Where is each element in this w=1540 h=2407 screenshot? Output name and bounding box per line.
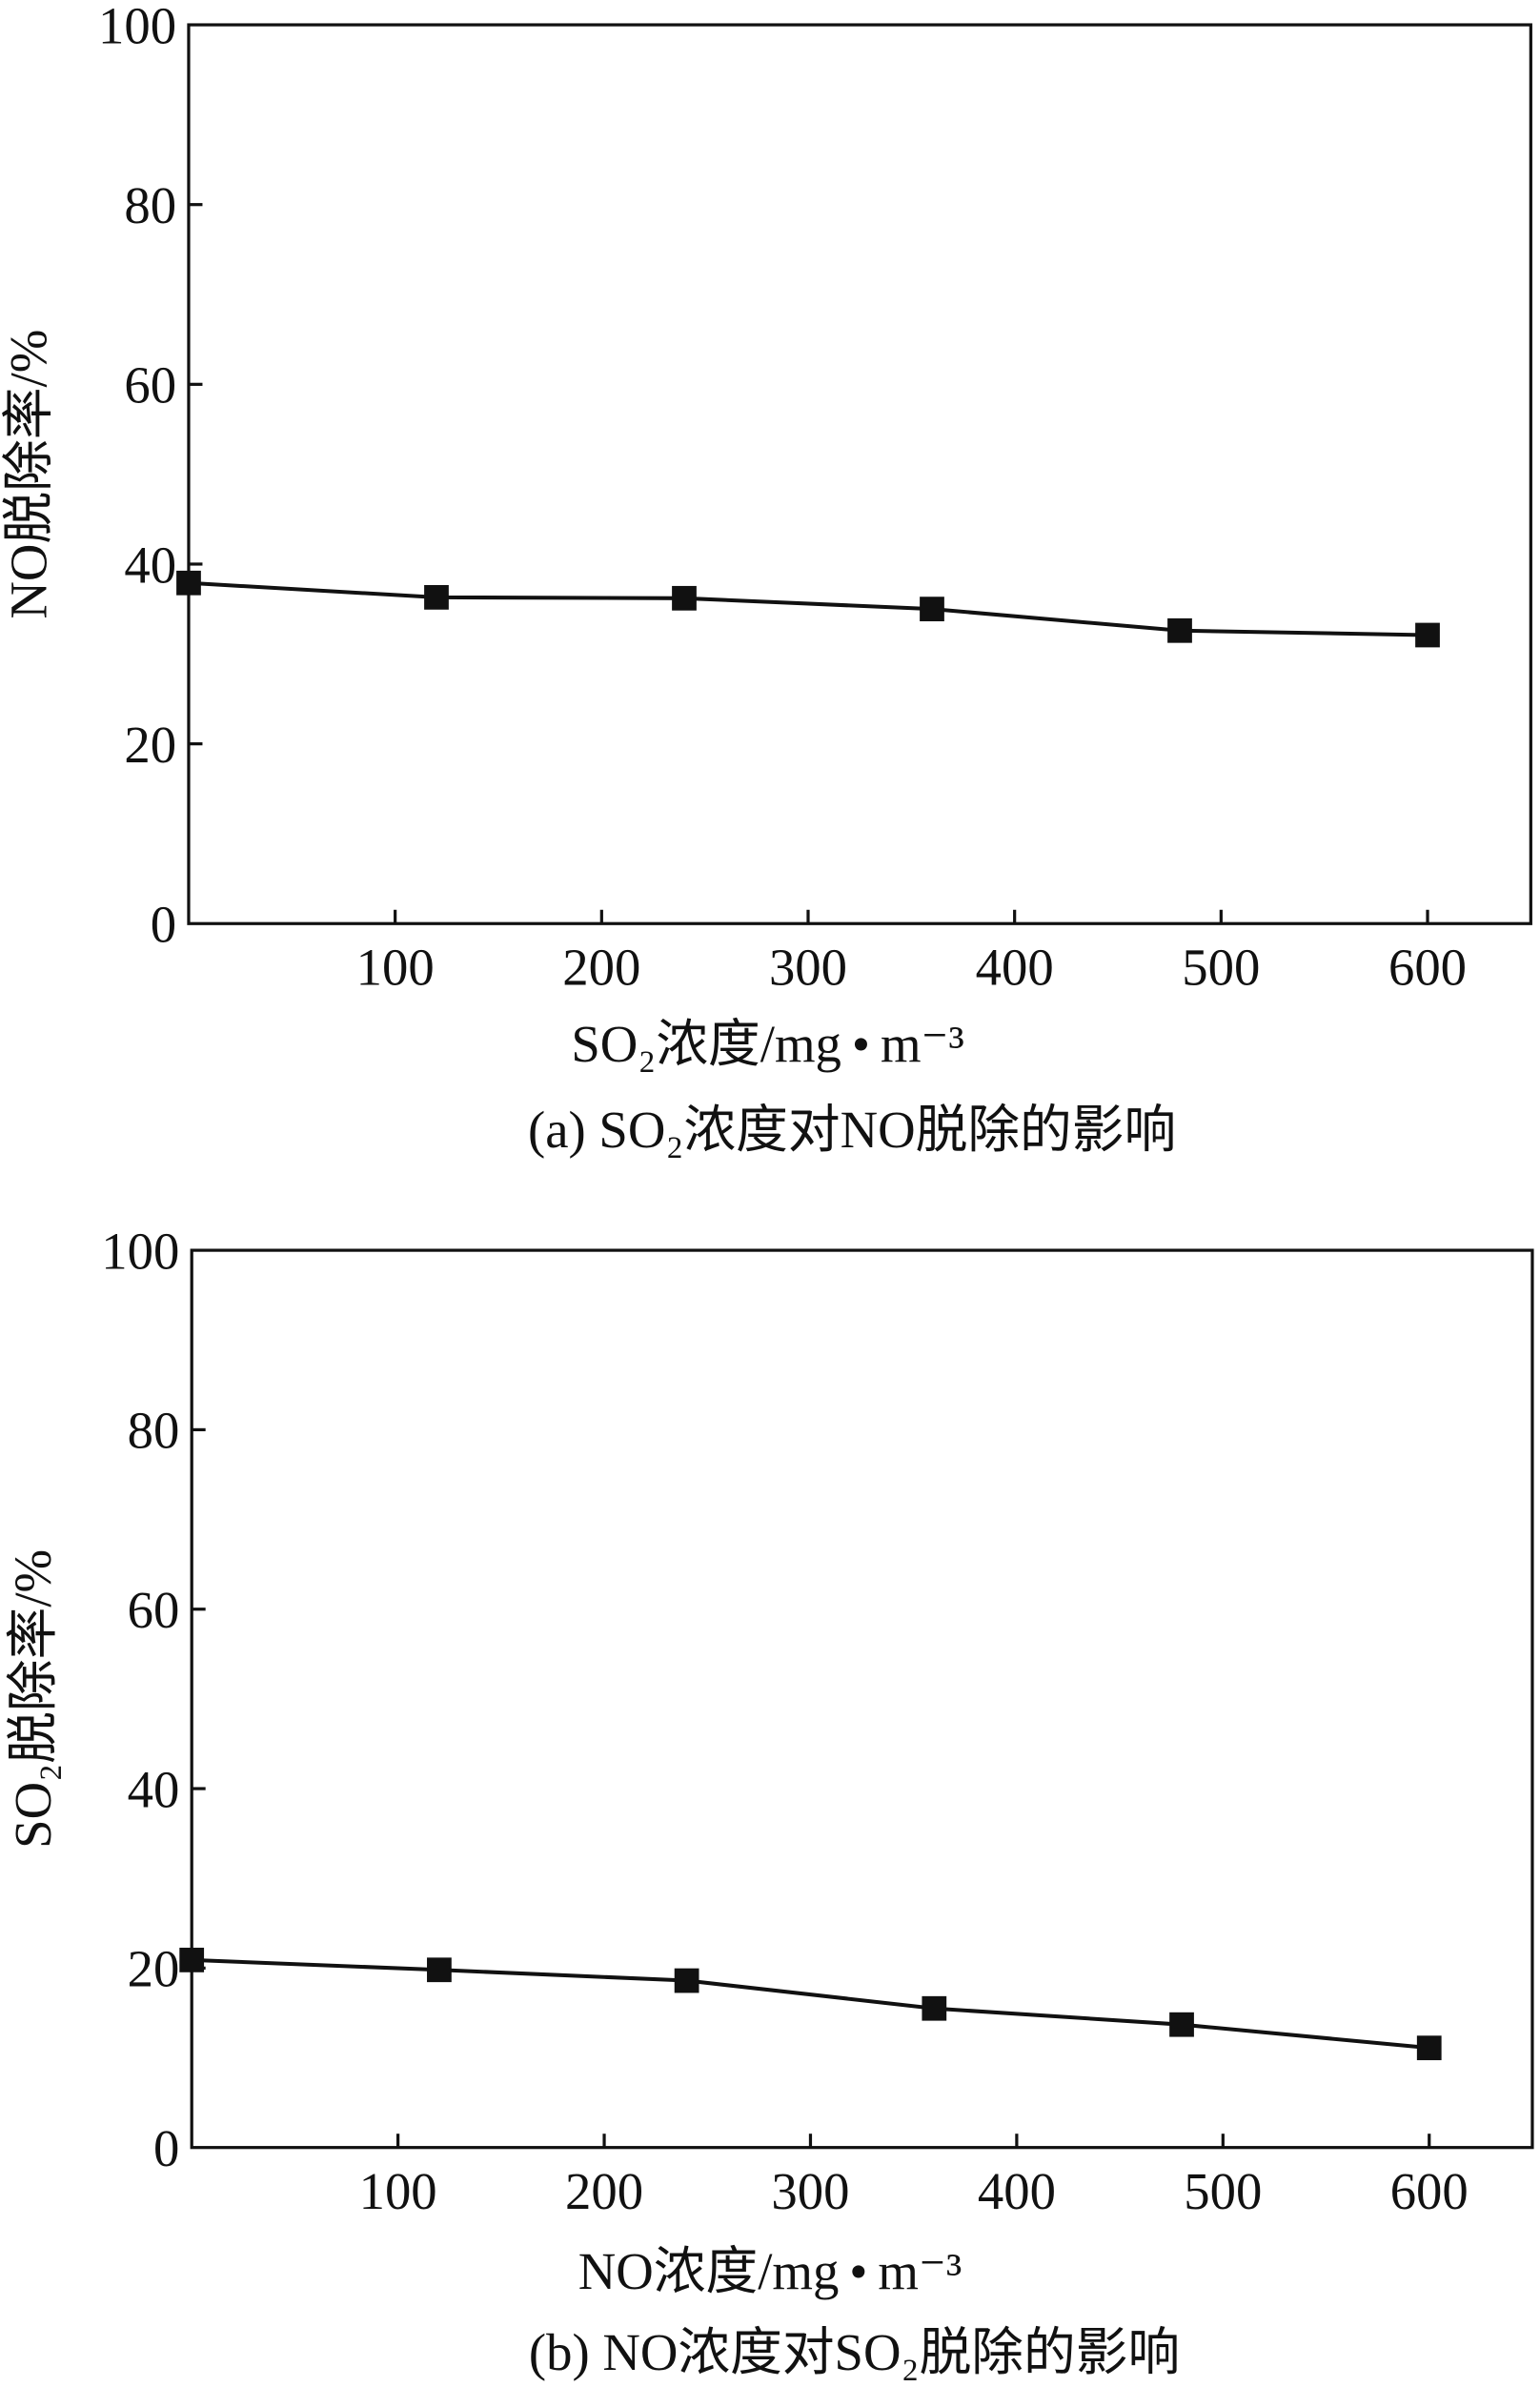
data-point-square bbox=[674, 1968, 699, 1993]
x-tick-label: 600 bbox=[1388, 939, 1467, 997]
series-line bbox=[192, 1957, 1429, 2051]
data-point-square bbox=[920, 597, 944, 622]
data-point-square bbox=[1415, 622, 1440, 648]
y-tick-label: 60 bbox=[124, 356, 176, 415]
x-tick-label: 200 bbox=[565, 2162, 643, 2220]
figure-caption: (b) NO浓度对SO₂脱除的影响 bbox=[529, 2323, 1180, 2381]
data-point-square bbox=[427, 1957, 452, 1983]
y-axis-label: SO₂脱除率/% bbox=[4, 1549, 62, 1849]
data-point-square bbox=[1167, 617, 1192, 643]
data-point-square bbox=[1416, 2035, 1442, 2061]
x-tick-label: 500 bbox=[1182, 939, 1260, 997]
y-tick-label: 20 bbox=[128, 1940, 180, 1998]
y-tick-label: 60 bbox=[128, 1581, 180, 1639]
series-line bbox=[188, 580, 1429, 637]
x-axis-label: NO浓度/mg • m⁻³ bbox=[578, 2242, 962, 2300]
chart-b: 0 20 40 60 80 100 100 200 300 400 500 600 NO浓度/mg • … bbox=[4, 1222, 1534, 2381]
x-tick-label: 500 bbox=[1184, 2162, 1262, 2220]
x-tick-label: 400 bbox=[978, 2162, 1056, 2220]
x-tick-label: 100 bbox=[356, 939, 435, 997]
y-tick-label: 0 bbox=[151, 896, 176, 954]
y-tick-label: 0 bbox=[153, 2119, 179, 2177]
y-tick-label: 100 bbox=[101, 1222, 179, 1280]
x-tick-label: 600 bbox=[1390, 2162, 1469, 2220]
x-axis-label: SO₂浓度/mg • m⁻³ bbox=[571, 1015, 964, 1073]
data-point-square bbox=[176, 570, 201, 596]
x-tick-label: 300 bbox=[769, 939, 847, 997]
y-tick-label: 100 bbox=[98, 0, 176, 54]
data-point-square bbox=[922, 1995, 947, 2021]
chart-a: 0 20 40 60 80 100 100 200 300 400 500 600 SO₂浓度/mg •… bbox=[0, 0, 1532, 1159]
y-tick-label: 80 bbox=[124, 176, 176, 234]
data-point-square bbox=[1169, 2012, 1194, 2037]
plot-frame bbox=[187, 23, 1532, 925]
x-tick-label: 300 bbox=[771, 2162, 849, 2220]
figure-caption: (a) SO₂浓度对NO脱除的影响 bbox=[528, 1101, 1176, 1159]
x-tick-label: 400 bbox=[976, 939, 1054, 997]
y-tick-label: 40 bbox=[124, 536, 176, 594]
data-point-square bbox=[424, 584, 449, 610]
x-tick-label: 100 bbox=[359, 2162, 437, 2220]
plot-frame bbox=[190, 1248, 1534, 2150]
y-tick-label: 20 bbox=[124, 716, 176, 774]
data-point-square bbox=[179, 1948, 205, 1972]
x-tick-label: 200 bbox=[562, 939, 640, 997]
y-tick-label: 80 bbox=[128, 1402, 180, 1460]
y-axis-label: NO脱除率/% bbox=[0, 330, 57, 619]
y-tick-label: 40 bbox=[128, 1760, 180, 1818]
data-point-square bbox=[672, 585, 697, 611]
